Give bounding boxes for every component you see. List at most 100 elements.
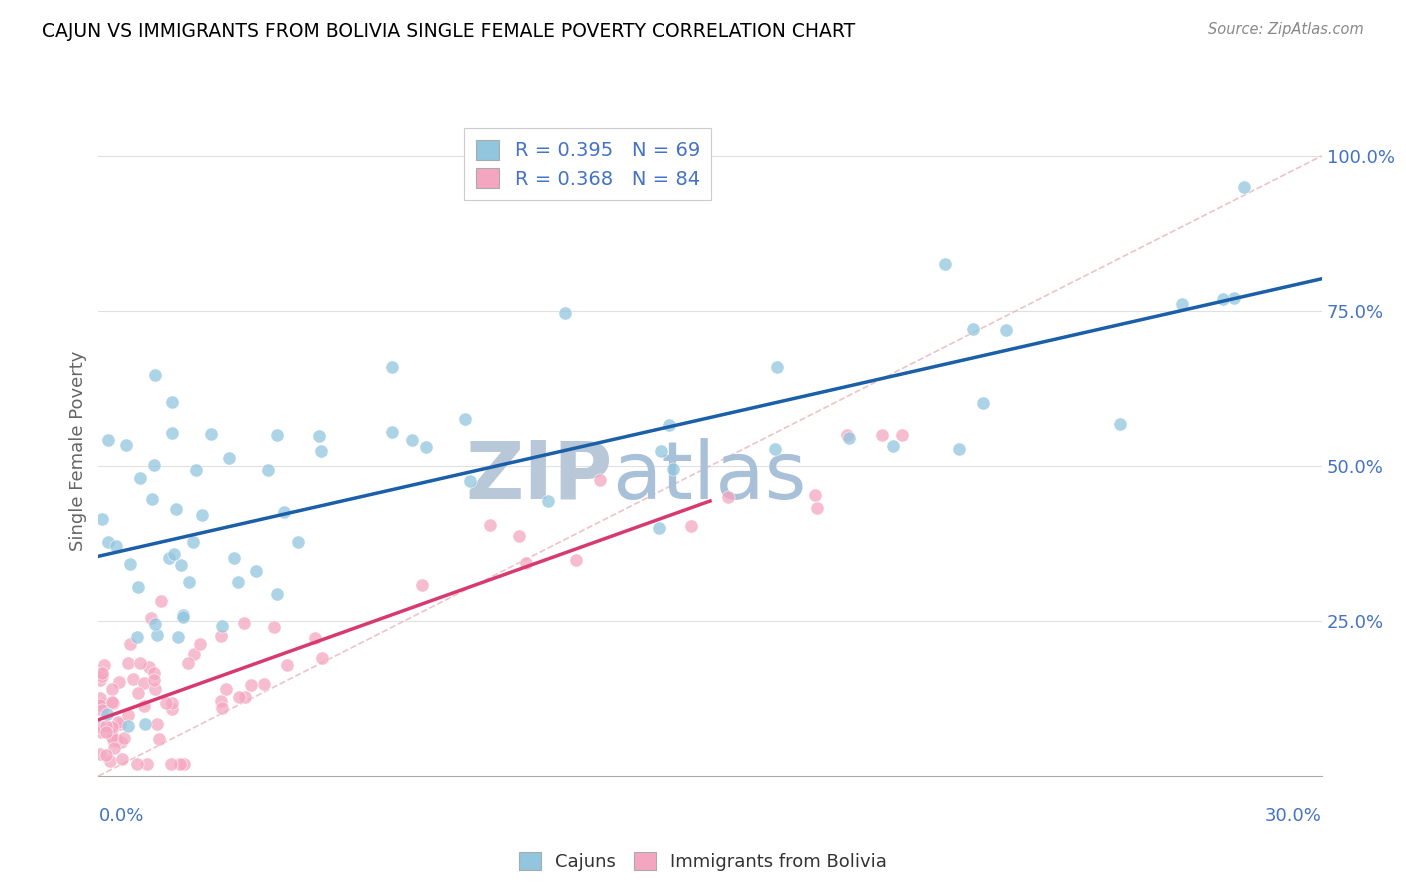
Point	[110, 735, 132, 749]
Point	[160, 696, 183, 710]
Point	[266, 428, 288, 442]
Point	[287, 535, 309, 549]
Point	[134, 698, 156, 713]
Point	[96, 725, 118, 739]
Point	[108, 674, 131, 689]
Point	[554, 306, 576, 320]
Point	[155, 696, 177, 710]
Point	[101, 730, 124, 744]
Point	[150, 594, 173, 608]
Point	[97, 535, 120, 549]
Point	[657, 417, 679, 432]
Point	[233, 690, 256, 704]
Point	[160, 395, 183, 409]
Point	[838, 431, 860, 445]
Point	[257, 463, 280, 477]
Point	[90, 703, 112, 717]
Point	[89, 673, 111, 687]
Point	[91, 512, 114, 526]
Point	[111, 752, 134, 766]
Point	[882, 439, 904, 453]
Point	[91, 666, 114, 681]
Point	[148, 732, 170, 747]
Text: ZIP: ZIP	[465, 437, 612, 516]
Point	[1212, 292, 1234, 306]
Point	[143, 673, 166, 687]
Point	[1222, 291, 1244, 305]
Point	[172, 609, 194, 624]
Point	[647, 521, 669, 535]
Point	[93, 657, 115, 672]
Point	[934, 257, 956, 271]
Point	[90, 697, 112, 711]
Point	[589, 473, 612, 487]
Point	[101, 732, 124, 747]
Point	[139, 611, 162, 625]
Point	[145, 368, 167, 382]
Point	[308, 429, 330, 443]
Point	[165, 501, 187, 516]
Point	[870, 428, 893, 442]
Point	[136, 756, 159, 771]
Point	[211, 619, 233, 633]
Point	[191, 508, 214, 522]
Point	[304, 632, 326, 646]
Point	[972, 396, 994, 410]
Point	[273, 505, 295, 519]
Point	[90, 724, 112, 739]
Point	[117, 708, 139, 723]
Point	[245, 564, 267, 578]
Point	[100, 723, 122, 737]
Point	[679, 519, 702, 533]
Point	[276, 658, 298, 673]
Point	[173, 756, 195, 771]
Text: CAJUN VS IMMIGRANTS FROM BOLIVIA SINGLE FEMALE POVERTY CORRELATION CHART: CAJUN VS IMMIGRANTS FROM BOLIVIA SINGLE …	[42, 22, 855, 41]
Point	[103, 740, 125, 755]
Point	[565, 553, 588, 567]
Point	[101, 696, 124, 710]
Point	[160, 702, 183, 716]
Point	[127, 686, 149, 700]
Point	[650, 443, 672, 458]
Point	[211, 700, 233, 714]
Point	[411, 578, 433, 592]
Point	[263, 620, 285, 634]
Point	[134, 717, 156, 731]
Point	[128, 656, 150, 670]
Point	[160, 425, 183, 440]
Point	[479, 518, 502, 533]
Point	[1233, 180, 1256, 194]
Point	[169, 756, 191, 771]
Point	[962, 322, 984, 336]
Point	[120, 558, 142, 572]
Point	[94, 748, 117, 763]
Point	[215, 682, 238, 697]
Point	[381, 425, 404, 439]
Legend: R = 0.395   N = 69, R = 0.368   N = 84: R = 0.395 N = 69, R = 0.368 N = 84	[464, 128, 711, 201]
Point	[200, 427, 222, 442]
Point	[239, 678, 262, 692]
Point	[127, 580, 149, 594]
Point	[97, 433, 120, 447]
Point	[172, 607, 194, 622]
Point	[995, 323, 1018, 337]
Point	[157, 551, 180, 566]
Point	[122, 672, 145, 686]
Point	[763, 442, 786, 457]
Point	[222, 550, 245, 565]
Point	[765, 359, 787, 374]
Point	[209, 629, 232, 643]
Point	[108, 717, 131, 731]
Point	[146, 628, 169, 642]
Point	[228, 690, 250, 705]
Point	[89, 698, 111, 713]
Point	[181, 535, 204, 549]
Point	[415, 440, 437, 454]
Legend: Cajuns, Immigrants from Bolivia: Cajuns, Immigrants from Bolivia	[512, 845, 894, 879]
Point	[115, 438, 138, 452]
Point	[104, 734, 127, 748]
Point	[120, 637, 142, 651]
Point	[127, 756, 149, 771]
Point	[166, 630, 188, 644]
Point	[132, 676, 155, 690]
